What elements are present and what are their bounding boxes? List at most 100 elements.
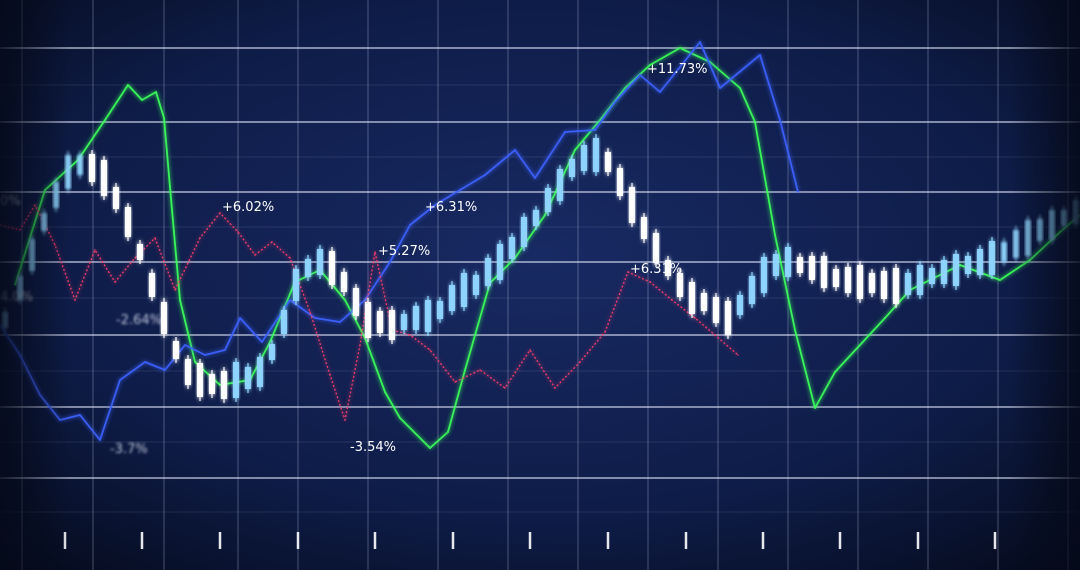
- candle-body-17: [209, 374, 215, 394]
- candle-61: [737, 291, 743, 319]
- candle-body-26: [317, 249, 323, 275]
- candle-body-73: [881, 271, 887, 299]
- series-1-point-26: [594, 129, 596, 131]
- series-2-point-35: [714, 334, 716, 336]
- series-0-point-41: [959, 264, 961, 266]
- candle-7: [89, 150, 95, 186]
- series-1-point-29: [659, 91, 661, 93]
- left-vignette: [0, 0, 70, 570]
- series-2-point-27: [529, 349, 531, 351]
- series-1-point-24: [534, 177, 536, 179]
- candle-52: [629, 183, 635, 227]
- candle-47: [569, 155, 575, 181]
- candle-body-50: [605, 152, 611, 172]
- candle-body-15: [185, 359, 191, 385]
- candle-body-61: [737, 295, 743, 315]
- candle-8: [101, 156, 107, 200]
- series-2-point-24: [454, 381, 456, 383]
- series-2-point-8: [154, 237, 156, 239]
- annotation-1: +6.31%: [425, 200, 477, 215]
- candle-body-20: [245, 367, 251, 389]
- candle-body-79: [953, 254, 959, 286]
- series-1-point-14: [289, 299, 291, 301]
- candle-body-70: [845, 267, 851, 293]
- series-2-point-25: [479, 369, 481, 371]
- candle-body-31: [377, 311, 383, 333]
- candle-body-23: [281, 310, 287, 334]
- candle-39: [473, 271, 479, 299]
- series-0-point-39: [884, 317, 886, 319]
- series-0-point-13: [269, 341, 271, 343]
- candle-body-71: [857, 265, 863, 299]
- candle-body-37: [449, 285, 455, 311]
- candle-body-8: [101, 160, 107, 196]
- candle-37: [449, 281, 455, 315]
- series-2-point-32: [649, 281, 651, 283]
- candle-body-11: [137, 244, 143, 260]
- candle-81: [977, 245, 983, 279]
- series-2-point-5: [94, 249, 96, 251]
- series-line-0: [14, 47, 1080, 449]
- series-0-point-6: [155, 91, 157, 93]
- candle-22: [269, 340, 275, 364]
- candle-body-22: [269, 344, 275, 360]
- series-0-point-28: [624, 87, 626, 89]
- candle-body-39: [473, 275, 479, 295]
- candle-20: [245, 363, 251, 393]
- series-1-point-23: [514, 149, 516, 151]
- candle-body-45: [545, 188, 551, 212]
- series-2-point-13: [254, 254, 256, 256]
- series-0-point-21: [447, 431, 449, 433]
- series-1-point-17: [364, 299, 366, 301]
- candle-26: [317, 245, 323, 279]
- candle-15: [185, 355, 191, 389]
- candle-45: [545, 184, 551, 216]
- candle-body-63: [761, 257, 767, 293]
- candle-54: [653, 229, 659, 267]
- candle-body-52: [629, 187, 635, 223]
- candle-78: [941, 256, 947, 288]
- candle-42: [509, 233, 515, 263]
- candle-60: [725, 297, 731, 339]
- series-0-point-10: [194, 361, 196, 363]
- series-0-point-29: [649, 64, 651, 66]
- candle-57: [689, 278, 695, 318]
- series-2-point-7: [134, 257, 136, 259]
- candle-body-34: [413, 306, 419, 330]
- series-2-point-22: [409, 334, 411, 336]
- candle-23: [281, 306, 287, 338]
- candle-body-28: [341, 272, 347, 292]
- candle-10: [125, 203, 131, 241]
- series-0-point-3: [104, 119, 106, 121]
- series-2-point-10: [199, 237, 201, 239]
- series-1-point-21: [459, 189, 461, 191]
- series-1-point-33: [779, 119, 781, 121]
- series-2-point-6: [114, 281, 116, 283]
- candle-body-19: [233, 362, 239, 398]
- candle-51: [617, 164, 623, 200]
- series-2-point-19: [359, 344, 361, 346]
- series-0-point-27: [599, 119, 601, 121]
- series-2-point-14: [271, 241, 273, 243]
- annotation-3: +11.73%: [647, 62, 707, 77]
- candle-body-78: [941, 260, 947, 284]
- series-2-point-18: [344, 419, 346, 421]
- series-0-point-18: [384, 391, 386, 393]
- candle-9: [113, 183, 119, 213]
- candle-67: [809, 252, 815, 284]
- series-1-point-30: [699, 41, 701, 43]
- candle-body-48: [581, 145, 587, 171]
- candle-35: [425, 296, 431, 336]
- candle-body-13: [161, 302, 167, 334]
- candle-80: [965, 252, 971, 278]
- candle-75: [905, 269, 911, 299]
- candle-63: [761, 253, 767, 297]
- series-2-point-4: [74, 299, 76, 301]
- series-0-point-25: [544, 214, 546, 216]
- candle-body-10: [125, 207, 131, 237]
- series-1-point-13: [261, 341, 263, 343]
- candle-62: [749, 272, 755, 308]
- candle-43: [521, 213, 527, 251]
- candle-73: [881, 267, 887, 303]
